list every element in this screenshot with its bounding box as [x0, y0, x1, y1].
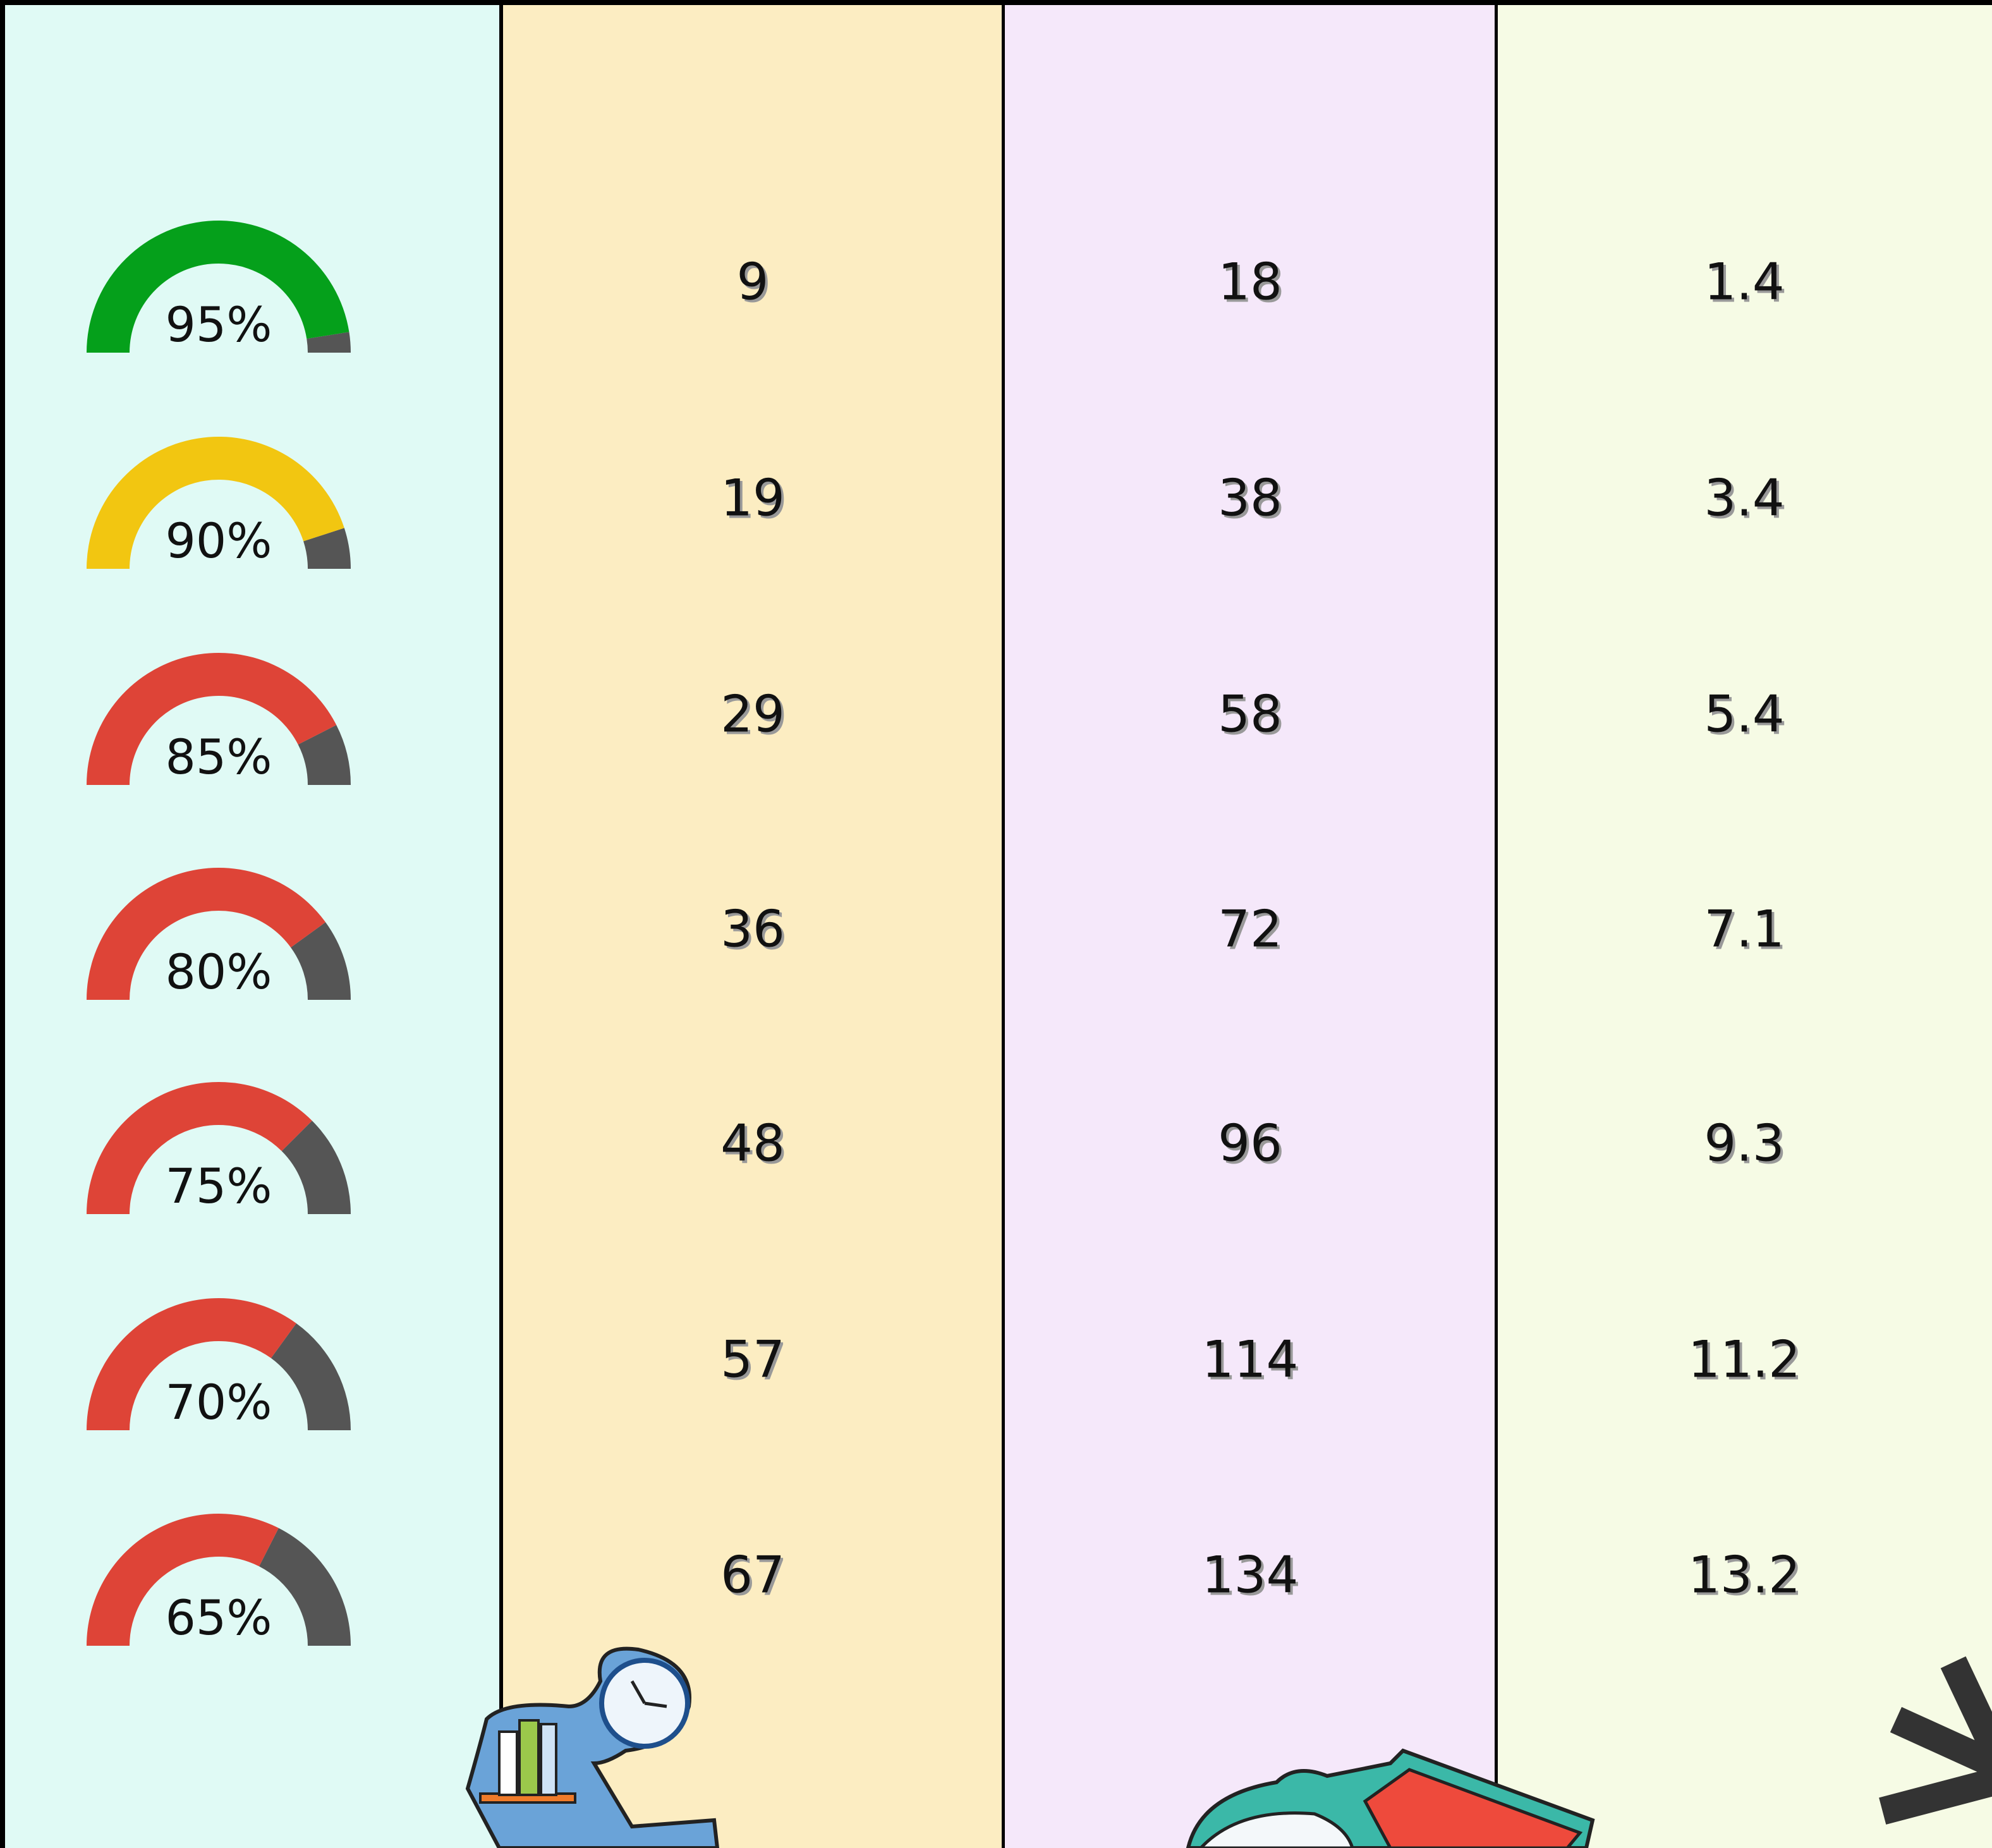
gauge-fill	[87, 1081, 312, 1214]
gauge-label: 75%	[166, 1158, 272, 1214]
cell-value: 5.4	[1704, 684, 1785, 744]
gauge-label: 80%	[166, 944, 272, 1000]
gauge-remainder	[303, 528, 351, 569]
gauge-remainder	[281, 1121, 351, 1214]
gauge-label: 70%	[166, 1374, 272, 1430]
gauge-label: 90%	[166, 513, 272, 569]
gauge-fill	[87, 867, 326, 1000]
cell-value: 114	[1201, 1330, 1299, 1389]
gauge-fill	[87, 436, 344, 569]
cell-value: 3.4	[1704, 468, 1785, 528]
gauge-fill	[87, 1514, 279, 1646]
gauge-remainder	[298, 725, 351, 785]
cell-value: 18	[1218, 252, 1282, 312]
decoration-asterisk	[1879, 1656, 1992, 1825]
cell-value: 38	[1218, 468, 1282, 528]
cell-value: 67	[720, 1545, 785, 1605]
gauge-label: 85%	[166, 729, 272, 785]
gauge-remainder	[291, 922, 351, 1000]
cell-value: 19	[720, 468, 785, 528]
cell-value: 13.2	[1687, 1545, 1801, 1605]
decoration-books	[1186, 1748, 1595, 1848]
cell-value: 72	[1218, 899, 1282, 959]
cell-value: 9.3	[1704, 1114, 1785, 1173]
top-border	[0, 0, 1992, 5]
cell-value: 57	[720, 1330, 785, 1389]
gauge-remainder	[307, 332, 351, 353]
gauge-remainder	[259, 1528, 351, 1646]
column-weeks	[1497, 0, 1992, 1848]
column-sessions	[1004, 0, 1497, 1848]
gauge-remainder	[270, 1323, 351, 1430]
gauge-label: 95%	[166, 296, 272, 353]
gauge-fill	[87, 1298, 296, 1430]
gauge-label: 65%	[166, 1590, 272, 1646]
gauge-fill	[87, 221, 349, 353]
cell-value: 96	[1218, 1114, 1282, 1173]
cell-value: 36	[720, 899, 785, 959]
cell-value: 1.4	[1704, 252, 1785, 312]
cell-value: 48	[720, 1114, 785, 1173]
decoration-shelf	[465, 1646, 720, 1848]
cell-value: 7.1	[1704, 899, 1785, 959]
cell-value: 11.2	[1687, 1330, 1801, 1389]
cell-value: 58	[1218, 684, 1282, 744]
column-days	[502, 0, 1004, 1848]
cell-value: 29	[720, 684, 785, 744]
gauge-fill	[87, 653, 337, 785]
cell-value: 9	[736, 252, 769, 312]
cell-value: 134	[1201, 1545, 1299, 1605]
